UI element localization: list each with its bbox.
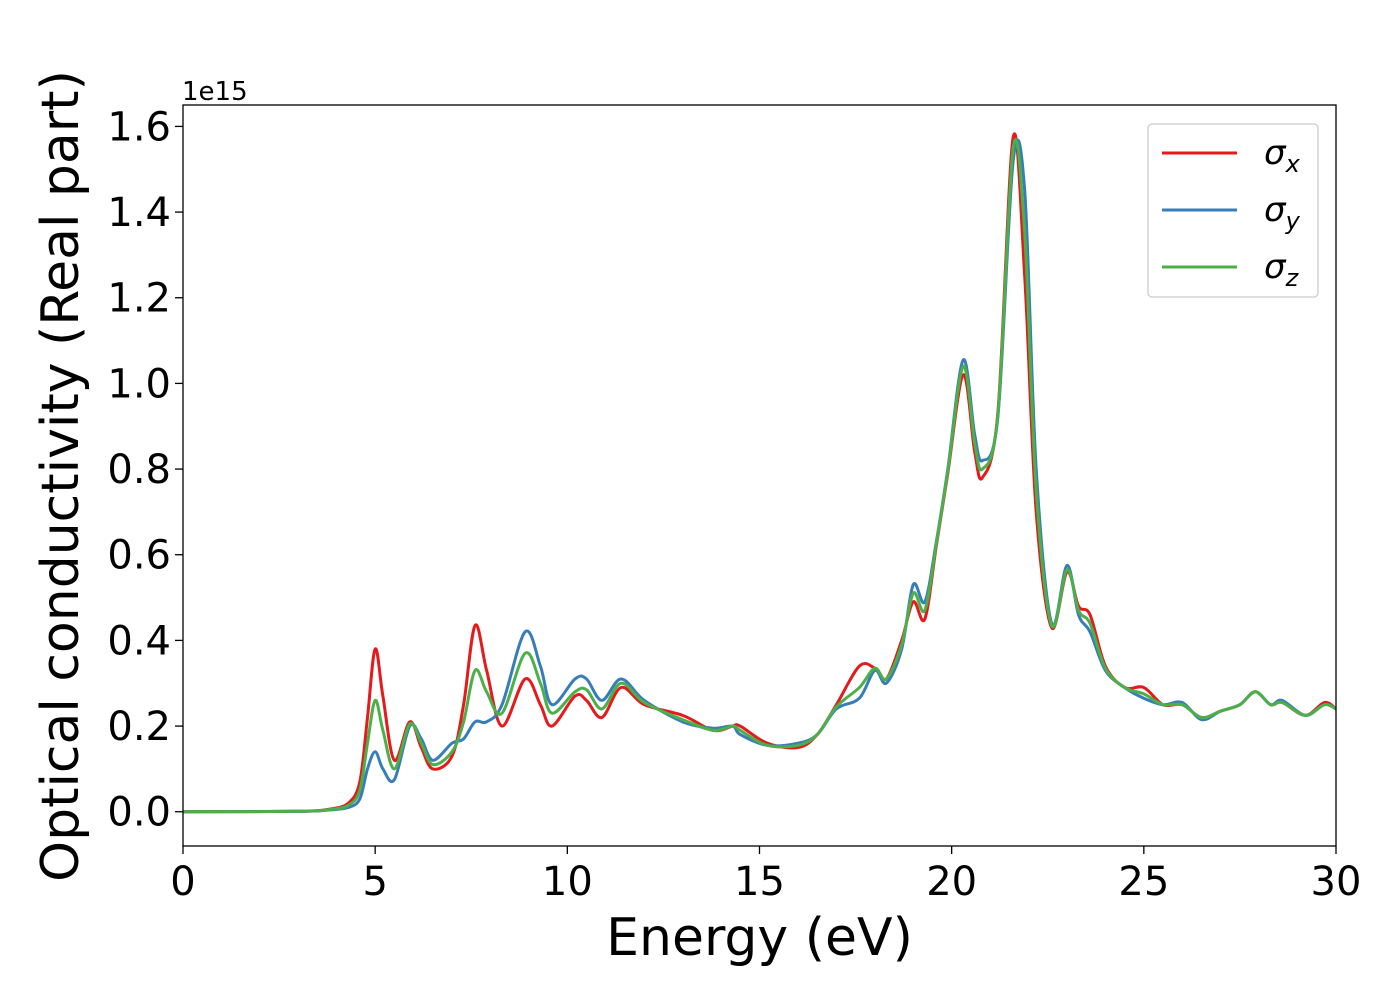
y-tick-label: 1.6 bbox=[107, 104, 171, 150]
series-layer bbox=[183, 132, 1336, 814]
y-tick-label: 1.4 bbox=[107, 190, 171, 236]
y-tick-label: 0.2 bbox=[107, 704, 171, 750]
legend-label-y: σy bbox=[1264, 190, 1301, 235]
x-tick-label: 10 bbox=[542, 859, 593, 905]
legend-label-z: σz bbox=[1264, 247, 1300, 292]
x-tick-label: 5 bbox=[362, 859, 387, 905]
x-tick-label: 0 bbox=[170, 859, 195, 905]
y-tick-label: 1.2 bbox=[107, 276, 171, 322]
x-tick-label: 15 bbox=[734, 859, 785, 905]
x-tick-label: 30 bbox=[1311, 859, 1362, 905]
legend-label-x: σx bbox=[1264, 133, 1301, 178]
legend: σx σy σz bbox=[1147, 123, 1319, 298]
series-line-y bbox=[183, 138, 1336, 814]
x-tick-label: 25 bbox=[1118, 859, 1169, 905]
x-axis-title: Energy (eV) bbox=[606, 908, 913, 968]
y-offset-label: 1e15 bbox=[182, 77, 248, 107]
y-axis-title: Optical conductivity (Real part) bbox=[31, 70, 91, 882]
x-axis: 0 5 10 15 20 25 30 bbox=[170, 846, 1361, 905]
y-tick-label: 1.0 bbox=[107, 361, 171, 407]
y-tick-label: 0.4 bbox=[107, 618, 171, 664]
x-tick-label: 20 bbox=[926, 859, 977, 905]
y-tick-label: 0.8 bbox=[107, 447, 171, 493]
y-tick-label: 0.0 bbox=[107, 790, 171, 836]
y-tick-label: 0.6 bbox=[107, 533, 171, 579]
y-axis: 0.0 0.2 0.4 0.6 0.8 1.0 1.2 1.4 1.6 bbox=[107, 104, 183, 836]
series-line-z bbox=[183, 138, 1336, 814]
